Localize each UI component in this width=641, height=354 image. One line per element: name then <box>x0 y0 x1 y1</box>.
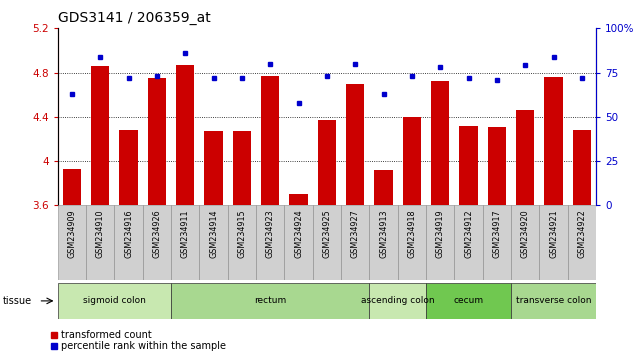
Text: transverse colon: transverse colon <box>516 296 592 306</box>
Text: transformed count: transformed count <box>61 330 152 339</box>
Text: GSM234924: GSM234924 <box>294 209 303 258</box>
Bar <box>119 130 138 205</box>
Text: GSM234917: GSM234917 <box>492 209 501 258</box>
Text: GSM234920: GSM234920 <box>520 209 529 258</box>
Bar <box>516 110 535 205</box>
Text: GSM234914: GSM234914 <box>209 209 218 258</box>
Text: tissue: tissue <box>3 296 32 306</box>
Text: rectum: rectum <box>254 296 287 306</box>
Bar <box>58 205 86 280</box>
Bar <box>369 205 398 280</box>
Bar <box>114 205 143 280</box>
Text: GSM234923: GSM234923 <box>266 209 275 258</box>
Bar <box>369 283 426 319</box>
Bar <box>568 205 596 280</box>
Text: GDS3141 / 206359_at: GDS3141 / 206359_at <box>58 11 210 25</box>
Bar <box>454 205 483 280</box>
Bar <box>341 205 369 280</box>
Text: GSM234919: GSM234919 <box>436 209 445 258</box>
Bar <box>511 205 540 280</box>
Bar <box>573 130 591 205</box>
Bar <box>261 76 279 205</box>
Text: GSM234927: GSM234927 <box>351 209 360 258</box>
Bar <box>199 205 228 280</box>
Bar <box>403 117 421 205</box>
Bar <box>318 120 336 205</box>
Bar <box>544 77 563 205</box>
Text: GSM234916: GSM234916 <box>124 209 133 258</box>
Text: GSM234918: GSM234918 <box>408 209 417 258</box>
Bar <box>398 205 426 280</box>
Bar <box>483 205 511 280</box>
Bar <box>285 205 313 280</box>
Text: ascending colon: ascending colon <box>361 296 435 306</box>
Bar <box>204 131 223 205</box>
Bar <box>63 169 81 205</box>
Text: GSM234926: GSM234926 <box>153 209 162 258</box>
Text: GSM234921: GSM234921 <box>549 209 558 258</box>
Text: GSM234913: GSM234913 <box>379 209 388 258</box>
Bar <box>176 65 194 205</box>
Bar <box>426 283 511 319</box>
Text: GSM234911: GSM234911 <box>181 209 190 258</box>
Bar <box>346 84 365 205</box>
Bar <box>460 126 478 205</box>
Bar <box>431 81 449 205</box>
Text: GSM234910: GSM234910 <box>96 209 104 258</box>
Text: GSM234915: GSM234915 <box>237 209 246 258</box>
Bar <box>256 205 285 280</box>
Text: cecum: cecum <box>454 296 484 306</box>
Bar <box>228 205 256 280</box>
Bar <box>171 283 369 319</box>
Bar <box>147 78 166 205</box>
Bar <box>488 127 506 205</box>
Text: GSM234925: GSM234925 <box>322 209 331 258</box>
Bar <box>374 170 393 205</box>
Bar <box>313 205 341 280</box>
Bar <box>171 205 199 280</box>
Bar <box>511 283 596 319</box>
Bar <box>540 205 568 280</box>
Bar <box>289 194 308 205</box>
Text: sigmoid colon: sigmoid colon <box>83 296 146 306</box>
Text: GSM234912: GSM234912 <box>464 209 473 258</box>
Bar <box>233 131 251 205</box>
Bar <box>86 205 114 280</box>
Bar <box>426 205 454 280</box>
Text: GSM234922: GSM234922 <box>578 209 587 258</box>
Text: GSM234909: GSM234909 <box>67 209 76 258</box>
Bar <box>143 205 171 280</box>
Bar <box>58 283 171 319</box>
Text: percentile rank within the sample: percentile rank within the sample <box>61 341 226 351</box>
Bar <box>91 66 110 205</box>
